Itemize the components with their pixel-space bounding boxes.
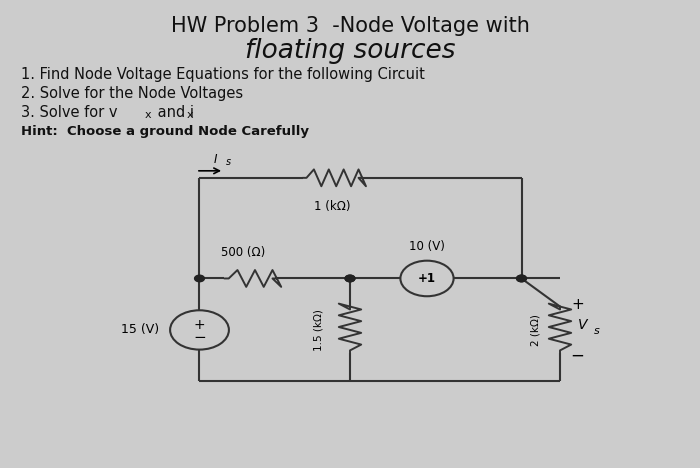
Circle shape — [517, 275, 526, 282]
Circle shape — [345, 275, 355, 282]
Text: +: + — [194, 318, 205, 332]
Circle shape — [345, 275, 355, 282]
Circle shape — [517, 275, 526, 282]
Text: 2. Solve for the Node Voltages: 2. Solve for the Node Voltages — [21, 86, 243, 101]
Text: 15 (V): 15 (V) — [121, 323, 159, 336]
Text: −: − — [570, 347, 584, 365]
Text: 1 (kΩ): 1 (kΩ) — [314, 200, 351, 213]
Text: s: s — [225, 157, 230, 168]
Text: 1.5 (kΩ): 1.5 (kΩ) — [314, 309, 323, 351]
Text: Hint:  Choose a ground Node Carefully: Hint: Choose a ground Node Carefully — [21, 124, 309, 138]
Text: and i: and i — [153, 105, 194, 120]
Text: 3. Solve for v: 3. Solve for v — [21, 105, 118, 120]
Text: I: I — [214, 153, 217, 166]
Text: +1: +1 — [418, 272, 436, 285]
Text: 10 (V): 10 (V) — [409, 240, 445, 253]
Text: 500 (Ω): 500 (Ω) — [221, 246, 266, 259]
Text: floating sources: floating sources — [245, 38, 455, 65]
Text: HW Problem 3  -Node Voltage with: HW Problem 3 -Node Voltage with — [171, 16, 529, 36]
Text: 2 (kΩ): 2 (kΩ) — [531, 314, 540, 346]
Text: x: x — [187, 110, 193, 120]
Text: 1. Find Node Voltage Equations for the following Circuit: 1. Find Node Voltage Equations for the f… — [21, 67, 425, 82]
Text: x: x — [145, 110, 151, 120]
Text: +: + — [571, 297, 584, 312]
Text: s: s — [594, 326, 599, 336]
Text: −: − — [193, 330, 206, 345]
Circle shape — [195, 275, 204, 282]
Text: V: V — [578, 318, 587, 332]
